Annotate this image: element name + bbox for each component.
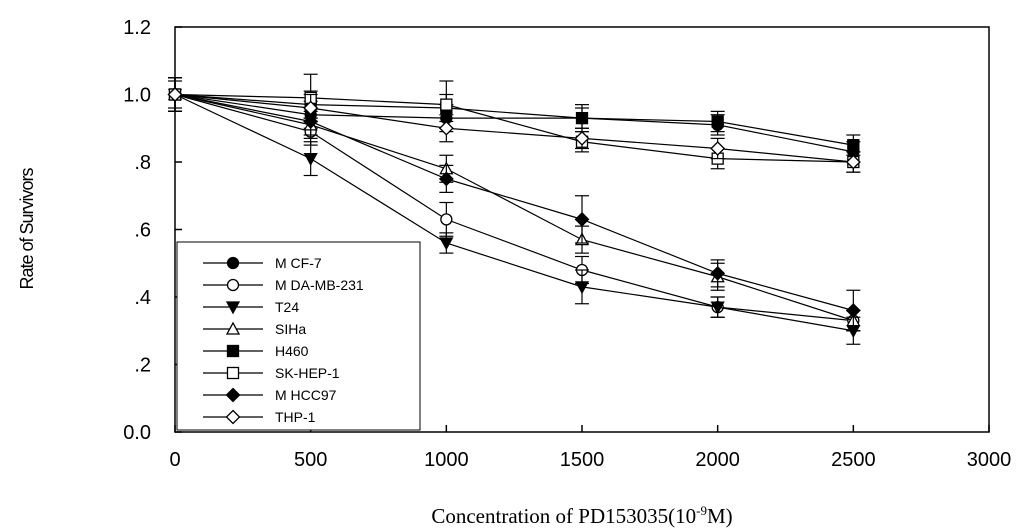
- data-point: [438, 171, 454, 187]
- series-line: [174, 93, 854, 163]
- y-tick-label: .4: [134, 287, 151, 309]
- legend-label: H460: [275, 343, 309, 359]
- legend-item: T24: [203, 299, 299, 315]
- series-group: [167, 73, 861, 345]
- series-line: [174, 93, 854, 322]
- legend-item: H460: [203, 343, 309, 359]
- ticks: 0 500 1000 1500 2000 2500 3000 0.0 .2 .4 .6 .8 1.0 1.…: [123, 17, 1011, 471]
- data-point: [847, 138, 860, 152]
- x-tick-label: 1000: [424, 449, 469, 471]
- legend-item: SK-HEP-1: [203, 365, 340, 381]
- data-point: [711, 115, 724, 128]
- x-axis-title: Concentration of PD153035(10-9M): [431, 503, 732, 528]
- legend: M CF-7 M DA-MB-231 T24 SIHa H460 SK-HEP-1 M HC…: [176, 241, 421, 431]
- series-line: [174, 93, 854, 332]
- legend-label: SK-HEP-1: [275, 365, 340, 381]
- legend-item: M CF-7: [203, 255, 322, 271]
- data-point: [574, 281, 590, 295]
- legend-label: M HCC97: [275, 387, 337, 403]
- y-axis-title: Rate of Survivors: [17, 167, 37, 289]
- legend-marker: [226, 344, 240, 358]
- legend-marker: [226, 278, 240, 292]
- y-tick-label: .8: [134, 152, 151, 174]
- data-point: [167, 87, 183, 102]
- data-point: [440, 213, 453, 226]
- x-tick-label: 2500: [831, 449, 876, 471]
- legend-label: THP-1: [275, 409, 316, 425]
- legend-item: M HCC97: [203, 387, 337, 403]
- legend-marker: [225, 321, 241, 335]
- data-point: [438, 120, 454, 136]
- x-tick-label: 1500: [560, 449, 605, 471]
- y-tick-label: 1.0: [123, 85, 151, 107]
- legend-label: SIHa: [275, 321, 306, 337]
- legend-item: SIHa: [203, 321, 306, 337]
- x-tick-label: 500: [294, 449, 327, 471]
- data-point: [440, 98, 453, 111]
- y-tick-label: 1.2: [123, 17, 151, 39]
- x-axis-title-main: Concentration of PD153035(10: [431, 504, 696, 528]
- data-point: [845, 303, 861, 318]
- series-line: [174, 93, 854, 163]
- x-tick-label: 2000: [695, 449, 740, 471]
- legend-marker: [226, 366, 240, 380]
- series-line: [174, 93, 854, 153]
- data-point: [845, 154, 861, 170]
- legend-label: M CF-7: [275, 255, 322, 271]
- series-line: [174, 93, 854, 312]
- y-tick-label: .6: [134, 220, 151, 242]
- series-3: [167, 77, 861, 345]
- legend-marker: [225, 301, 241, 315]
- data-point: [303, 100, 319, 116]
- data-point: [574, 211, 590, 227]
- data-point: [710, 141, 726, 156]
- legend-item: M DA-MB-231: [203, 277, 364, 293]
- x-tick-label: 3000: [967, 449, 1012, 471]
- series-line: [174, 93, 854, 322]
- data-point: [710, 265, 726, 281]
- series-8: [167, 77, 861, 173]
- series-1: [168, 77, 861, 163]
- data-point: [303, 152, 318, 166]
- legend-label: M DA-MB-231: [275, 277, 364, 293]
- x-axis-title-superscript: -9: [696, 503, 707, 518]
- series-line: [174, 93, 854, 146]
- legend-box: [176, 241, 421, 431]
- data-point: [574, 130, 590, 146]
- legend-item: THP-1: [203, 409, 316, 425]
- x-axis-title-end: M): [707, 504, 733, 528]
- y-tick-label: .2: [134, 355, 151, 377]
- y-tick-label: 0.0: [123, 422, 151, 444]
- data-point: [710, 301, 725, 315]
- legend-marker: [225, 409, 241, 425]
- data-point: [575, 111, 589, 125]
- data-point: [439, 237, 454, 251]
- legend-marker: [225, 387, 241, 403]
- legend-marker: [226, 256, 240, 270]
- legend-label: T24: [275, 299, 299, 315]
- x-tick-label: 0: [169, 449, 180, 471]
- series-6: [168, 73, 861, 173]
